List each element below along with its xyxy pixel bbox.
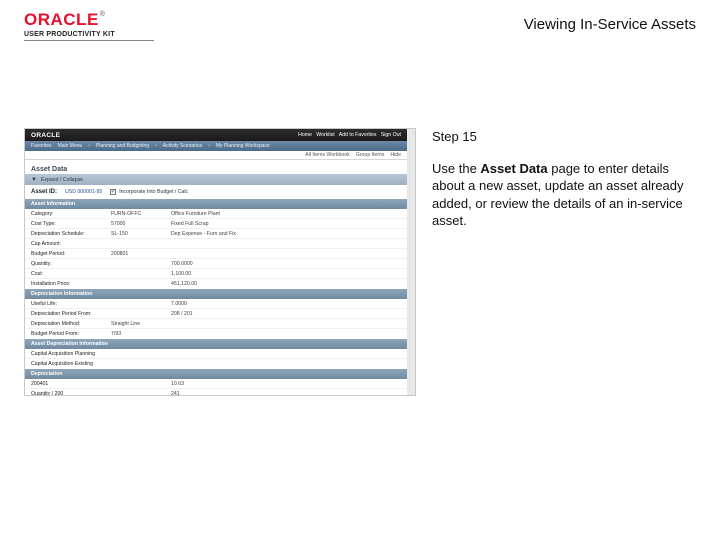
field-value-1: 57000 [111,221,171,227]
field-value-2: Office Furniture Plant [171,211,220,217]
tutorial-page: ORACLE® USER PRODUCTIVITY KIT Viewing In… [0,0,720,540]
app-screenshot-inner: ORACLE Home Worklist Add to Favorites Si… [25,129,407,395]
section-header[interactable]: Asset Depreciation Information [25,339,407,349]
topbar-link-home[interactable]: Home [298,132,312,138]
topbar-link-favorites[interactable]: Add to Favorites [339,132,377,138]
field-label: Depreciation Period From: [31,311,111,317]
field-label: Capital Acquisition Planning [31,351,111,357]
scrollbar[interactable] [407,129,415,395]
nav-activity[interactable]: Activity Scenarios [163,143,202,149]
step-label: Step 15 [432,128,692,146]
instruction-body-bold: Asset Data [480,161,547,176]
expand-collapse-label: Expand / Collapse [41,177,83,183]
field-value-2: 451,120.00 [171,281,197,287]
field-value-2: Fixed Full Scrap [171,221,208,227]
field-value-1: 7/93 [111,331,171,337]
section-header[interactable]: Asset Information [25,199,407,209]
asset-id-label: Asset ID: [31,189,57,195]
asset-id-row: Asset ID: USD 000001-95 Incorporate Into… [25,185,407,199]
page-header: ORACLE® USER PRODUCTIVITY KIT Viewing In… [24,10,696,56]
field-value-1: 200801 [111,251,171,257]
field-row: Quantity / 200 241 [25,389,407,396]
field-label: Budget Period: [31,251,111,257]
field-value-1: FURN-OFFC [111,211,171,217]
field-label: Useful Life: [31,301,111,307]
instruction-body-pre: Use the [432,161,480,176]
field-value-2: 1,100.00 [171,271,191,277]
app-page-heading: Asset Data [31,166,67,173]
incorporate-checkbox[interactable]: Incorporate Into Budget / Calc [110,189,188,195]
field-row: Capital Acquisition Existing [25,359,407,369]
instruction-body: Use the Asset Data page to enter details… [432,160,692,230]
field-row: Depreciation Period From: 208 / 201 [25,309,407,319]
section-header[interactable]: Depreciation Information [25,289,407,299]
logo-brand-text: ORACLE [24,10,99,29]
app-topbar: ORACLE Home Worklist Add to Favorites Si… [25,129,407,141]
asset-id-value[interactable]: USD 000001-95 [65,189,102,195]
filter-group[interactable]: Group Items [356,152,385,158]
field-value-2: 10.63 [171,381,184,387]
logo-rule [24,40,154,41]
field-label: Cap Amount: [31,241,111,247]
app-page-heading-row: Asset Data [25,160,407,174]
topbar-link-signout[interactable]: Sign Out [381,132,401,138]
nav-favorites[interactable]: Favorites [31,143,52,149]
nav-main[interactable]: Main Menu [58,143,83,149]
field-label: Category: [31,211,111,217]
field-row: Depreciation Schedule:SL-150Dep Expense … [25,229,407,239]
field-value-2: 700.0000 [171,261,193,267]
field-row: Budget Period:200801 [25,249,407,259]
field-value-2: Dep Expense - Furn and Fix [171,231,236,237]
field-value-2: 241 [171,391,180,397]
filter-workbook[interactable]: All Items Workbook [305,152,350,158]
section-header[interactable]: Depreciation [25,369,407,379]
expand-collapse-bar[interactable]: ▼ Expand / Collapse [25,174,407,185]
logo-subtitle: USER PRODUCTIVITY KIT [24,31,154,38]
field-value-1: Straight Line [111,321,171,327]
app-filter-bar: All Items Workbook Group Items Hide [25,151,407,160]
field-row: Depreciation Method:Straight Line [25,319,407,329]
field-label: Cost: [31,271,111,277]
field-row: Installation Price: 451,120.00 [25,279,407,289]
filter-hide[interactable]: Hide [390,152,401,158]
field-label: Cost Type: [31,221,111,227]
field-label: Budget Period From: [31,331,111,337]
incorporate-checkbox-label: Incorporate Into Budget / Calc [119,189,188,195]
logo-tm: ® [100,11,105,18]
sections-container: Asset InformationCategory:FURN-OFFCOffic… [25,199,407,396]
field-row: Quantity: 700.0000 [25,259,407,269]
field-row: Capital Acquisition Planning [25,349,407,359]
topbar-link-worklist[interactable]: Worklist [316,132,334,138]
field-value-2: 7.0000 [171,301,187,307]
field-row: 200401 10.63 [25,379,407,389]
app-brand-text: ORACLE [31,132,60,139]
field-label: Capital Acquisition Existing [31,361,111,367]
field-label: 200401 [31,381,111,387]
field-row: Useful Life: 7.0000 [25,299,407,309]
chevron-down-icon: ▼ [31,177,37,183]
nav-planning[interactable]: Planning and Budgeting [96,143,149,149]
page-title: Viewing In-Service Assets [524,16,696,33]
field-label: Depreciation Method: [31,321,111,327]
checkbox-icon [110,189,116,195]
field-value-1: SL-150 [111,231,171,237]
field-label: Depreciation Schedule: [31,231,111,237]
app-screenshot: ORACLE Home Worklist Add to Favorites Si… [24,128,416,396]
field-label: Quantity / 200 [31,391,111,397]
field-row: Cost Type:57000Fixed Full Scrap [25,219,407,229]
app-topbar-links: Home Worklist Add to Favorites Sign Out [298,132,401,138]
field-value-2: 208 / 201 [171,311,193,317]
field-row: Cost: 1,100.00 [25,269,407,279]
field-label: Installation Price: [31,281,111,287]
nav-workspace[interactable]: My Planning Workspace [216,143,270,149]
instruction-panel: Step 15 Use the Asset Data page to enter… [432,128,692,230]
app-navbar: Favorites Main Menu› Planning and Budget… [25,141,407,151]
field-row: Budget Period From:7/93 [25,329,407,339]
field-label: Quantity: [31,261,111,267]
field-row: Cap Amount: [25,239,407,249]
field-row: Category:FURN-OFFCOffice Furniture Plant [25,209,407,219]
oracle-logo: ORACLE® USER PRODUCTIVITY KIT [24,10,154,41]
